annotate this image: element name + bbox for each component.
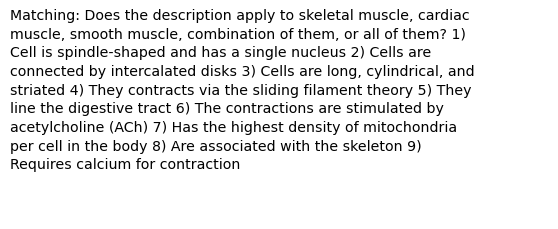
Text: Matching: Does the description apply to skeletal muscle, cardiac
muscle, smooth : Matching: Does the description apply to … (10, 9, 475, 172)
